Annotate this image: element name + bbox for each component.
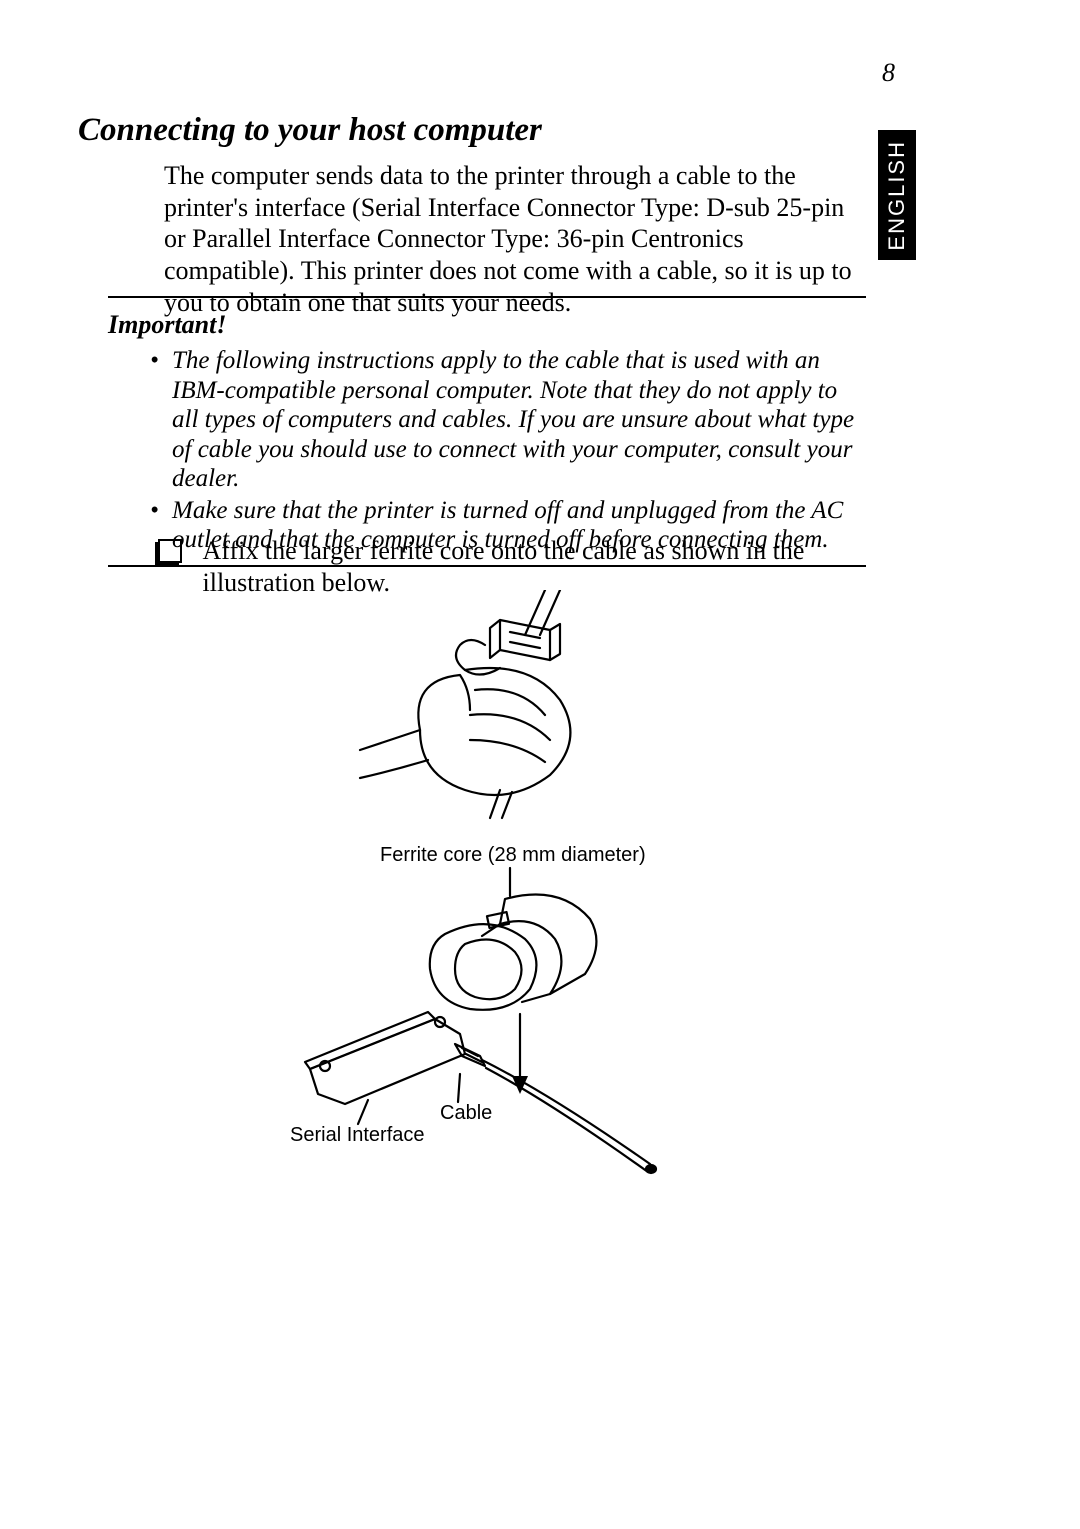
step-row: Affix the larger ferrite core onto the c… — [158, 535, 858, 598]
important-list: The following instructions apply to the … — [150, 346, 866, 555]
language-tab: ENGLISH — [878, 130, 916, 260]
intro-paragraph: The computer sends data to the printer t… — [164, 160, 864, 319]
page-number: 8 — [882, 58, 895, 88]
step-text: Affix the larger ferrite core onto the c… — [203, 535, 843, 598]
illustration-connector-ferrite: Ferrite core (28 mm diameter) Cable Seri… — [250, 844, 750, 1214]
important-block: Important! The following instructions ap… — [108, 296, 866, 567]
language-tab-text: ENGLISH — [884, 140, 910, 251]
important-item: The following instructions apply to the … — [150, 346, 866, 494]
important-label: Important! — [108, 310, 866, 340]
page: 8 ENGLISH Connecting to your host comput… — [0, 0, 1080, 1529]
illustration-hand-ferrite — [350, 590, 650, 820]
section-heading: Connecting to your host computer — [78, 112, 542, 149]
checkbox-icon — [158, 539, 182, 563]
